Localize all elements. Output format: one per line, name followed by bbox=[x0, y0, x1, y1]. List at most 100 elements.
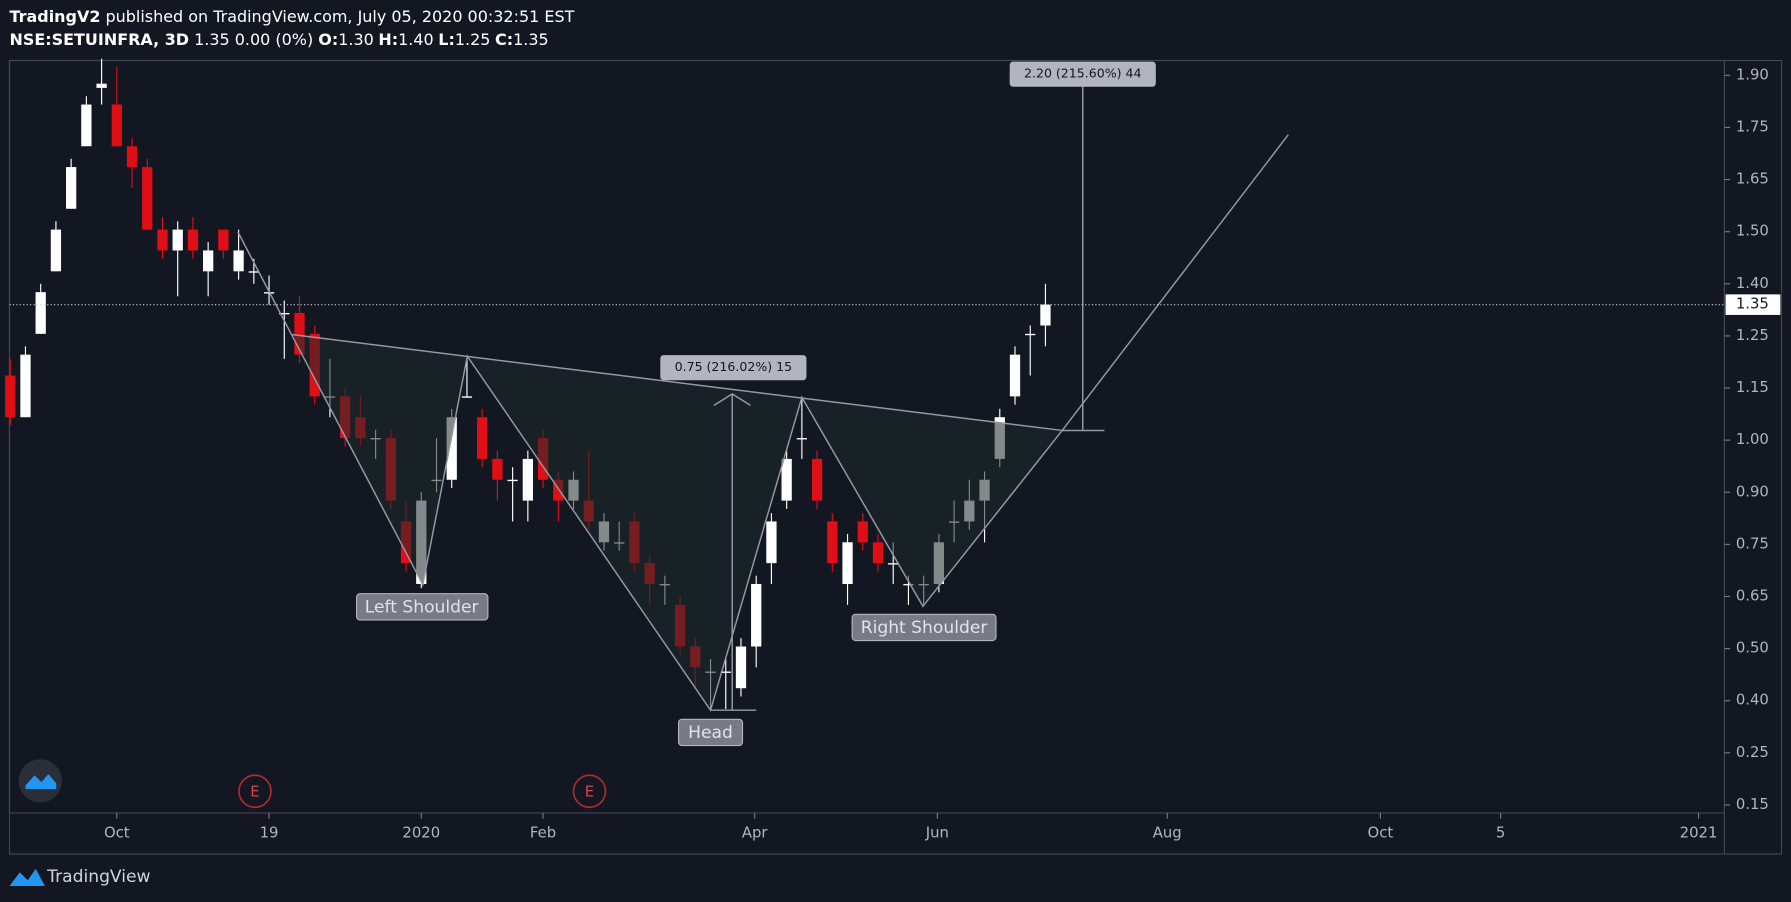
pattern-drawings: 0.75 (216.02%) 15 2.20 (215.60%) 44 Left… bbox=[237, 61, 1289, 747]
change: 1.35 0.00 (0%) bbox=[189, 29, 318, 48]
y-tick-label: 0.65 bbox=[1736, 587, 1769, 604]
candle-body bbox=[461, 396, 473, 398]
candle-body bbox=[766, 521, 777, 564]
y-tick-label: 0.40 bbox=[1736, 692, 1769, 709]
shoulder-fill bbox=[801, 397, 1063, 607]
candle-body bbox=[872, 542, 884, 564]
x-tick-label: Jun bbox=[925, 824, 949, 841]
y-tick-label: 0.50 bbox=[1736, 640, 1769, 657]
trend-line bbox=[1061, 134, 1289, 431]
candle-body bbox=[751, 583, 762, 647]
y-tick-label: 0.25 bbox=[1736, 744, 1769, 761]
candle-body bbox=[187, 229, 199, 251]
candle-body bbox=[842, 542, 853, 584]
last-price-label: 1.35 bbox=[1736, 296, 1769, 313]
x-tick-label: Aug bbox=[1153, 824, 1182, 841]
x-tick-label: 19 bbox=[260, 824, 279, 841]
candle-body bbox=[35, 292, 46, 334]
pattern-label: Right Shoulder bbox=[861, 618, 989, 638]
y-tick-label: 1.90 bbox=[1736, 66, 1769, 83]
candle-body bbox=[126, 146, 138, 168]
candle-body bbox=[781, 458, 792, 501]
candle-body bbox=[507, 479, 518, 482]
candle-body bbox=[203, 250, 214, 272]
y-tick-label: 1.50 bbox=[1736, 223, 1769, 240]
candle-body bbox=[248, 271, 259, 273]
candle-body bbox=[20, 354, 31, 418]
x-tick-label: 5 bbox=[1496, 824, 1505, 841]
measure-box bbox=[1009, 61, 1156, 87]
y-tick-label: 0.75 bbox=[1736, 535, 1769, 552]
y-tick-label: 0.90 bbox=[1736, 483, 1769, 500]
candle-body bbox=[279, 312, 290, 315]
label-box bbox=[677, 718, 744, 747]
candle-body bbox=[81, 104, 92, 147]
candle-body bbox=[477, 417, 488, 459]
ohlc-value: 1.35 bbox=[513, 29, 549, 48]
x-tick-label: Feb bbox=[530, 824, 556, 841]
measure-arrow bbox=[713, 393, 751, 406]
candle-body bbox=[50, 229, 62, 272]
y-tick-label: 0.15 bbox=[1736, 796, 1769, 813]
symbol: NSE:SETUINFRA, 3D bbox=[9, 29, 189, 48]
candle-body bbox=[172, 229, 183, 251]
earnings-label: E bbox=[585, 783, 594, 800]
candle-body bbox=[157, 229, 168, 251]
y-tick-label: 1.40 bbox=[1736, 275, 1769, 292]
candle-body bbox=[720, 671, 731, 673]
label-box bbox=[356, 593, 489, 621]
x-tick-label: Oct bbox=[1368, 824, 1394, 841]
candle-body bbox=[811, 458, 823, 501]
x-tick-label: 2021 bbox=[1680, 824, 1718, 841]
measure-label: 2.20 (215.60%) 44 bbox=[1024, 66, 1142, 81]
candle-body bbox=[233, 250, 244, 272]
candle-body bbox=[553, 479, 564, 501]
author: TradingV2 bbox=[9, 7, 100, 26]
ohlc-value: 1.25 bbox=[455, 29, 491, 48]
ohlc-value: 1.30 bbox=[338, 29, 374, 48]
candle-body bbox=[294, 312, 305, 355]
brand: TradingView bbox=[46, 867, 150, 887]
last-price-box bbox=[1725, 294, 1781, 315]
earnings-marker[interactable] bbox=[572, 774, 607, 809]
neckline bbox=[291, 333, 1063, 432]
candle-body bbox=[903, 583, 914, 586]
candle-body bbox=[142, 167, 153, 230]
shoulder-fill bbox=[291, 334, 468, 585]
y-tick-label: 1.65 bbox=[1736, 171, 1769, 188]
y-tick-label: 1.25 bbox=[1736, 327, 1769, 344]
earnings-label: E bbox=[250, 783, 259, 800]
chart-frame bbox=[8, 59, 1783, 855]
candle-body bbox=[1009, 354, 1021, 397]
candle-body bbox=[857, 521, 868, 543]
earnings-marker[interactable] bbox=[238, 774, 272, 809]
x-tick-label: 2020 bbox=[402, 824, 440, 841]
ohlc-label: O: bbox=[318, 29, 338, 48]
candle-body bbox=[522, 458, 533, 501]
candle-body bbox=[66, 167, 77, 209]
candle-body bbox=[796, 438, 808, 440]
candle-body bbox=[1025, 333, 1036, 336]
candle-body bbox=[888, 563, 899, 565]
header-line-1: TradingV2 published on TradingView.com, … bbox=[9, 7, 574, 26]
candle-body bbox=[827, 521, 838, 564]
zigzag bbox=[237, 231, 1063, 712]
ohlc-label: L: bbox=[438, 29, 455, 48]
published: published on TradingView.com, July 05, 2… bbox=[100, 7, 574, 26]
y-tick-label: 1.15 bbox=[1736, 379, 1769, 396]
candle-body bbox=[96, 83, 107, 88]
measure-label: 0.75 (216.02%) 15 bbox=[675, 359, 793, 374]
ohlc-label: C: bbox=[495, 29, 513, 48]
logo-icon bbox=[25, 774, 57, 789]
head-fill bbox=[467, 356, 802, 711]
measure-box bbox=[660, 355, 807, 381]
label-box bbox=[851, 613, 997, 642]
ohlc-label: H: bbox=[378, 29, 398, 48]
x-tick-label: Apr bbox=[742, 824, 769, 841]
candle-body bbox=[1040, 304, 1051, 326]
pattern-label: Head bbox=[688, 723, 733, 743]
candle-body bbox=[735, 646, 747, 689]
pattern-label: Left Shoulder bbox=[365, 597, 480, 617]
ohlc-value: 1.40 bbox=[398, 29, 434, 48]
